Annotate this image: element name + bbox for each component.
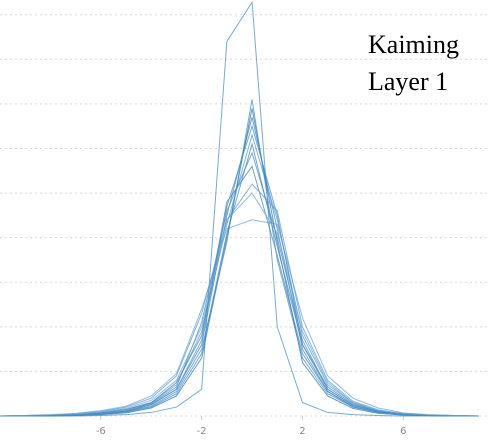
series-line [0, 192, 479, 417]
chart-title: Kaiming [368, 30, 459, 59]
series-line [0, 124, 479, 417]
chart-subtitle: Layer 1 [368, 67, 448, 96]
x-tick-label: 6 [400, 426, 406, 437]
x-tick-label: 2 [299, 426, 305, 437]
x-tick-label: -6 [96, 426, 106, 437]
series-line [0, 99, 479, 417]
series-line [0, 151, 479, 417]
series-line [0, 183, 479, 417]
series-line [0, 165, 479, 417]
series-line [0, 0, 479, 417]
x-tick-label: -2 [197, 426, 207, 437]
series-line [0, 133, 479, 417]
series-line [0, 219, 479, 417]
series-line [0, 108, 479, 417]
